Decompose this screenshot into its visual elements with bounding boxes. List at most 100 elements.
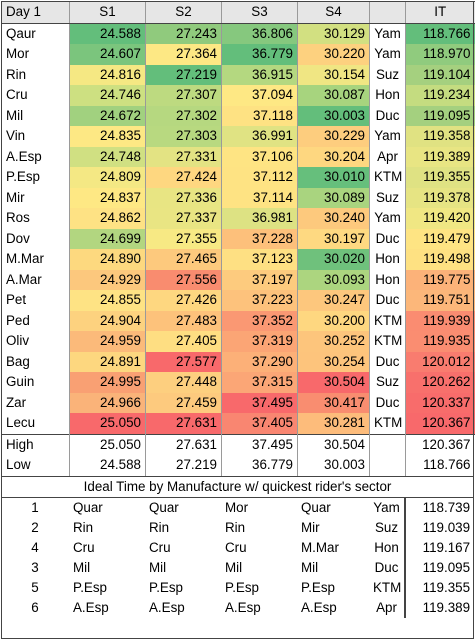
ideal-time-cell[interactable]: 119.939 [405, 310, 475, 331]
ideal-s2-rider[interactable]: A.Esp [149, 600, 185, 615]
ideal-s4-rider[interactable]: P.Esp [301, 580, 335, 595]
sector-s3-cell[interactable]: 37.123 [221, 249, 298, 270]
sector-s1-cell[interactable]: 24.837 [69, 187, 146, 208]
rider-name[interactable]: P.Esp [1, 167, 70, 188]
ideal-it[interactable]: 119.039 [403, 518, 475, 538]
sector-s2-cell[interactable]: 27.307 [145, 85, 222, 106]
rider-name[interactable]: Ped [1, 310, 70, 331]
manufacturer-cell[interactable]: Duc [369, 392, 406, 413]
sector-s2-cell[interactable]: 27.577 [145, 351, 222, 372]
manufacturer-cell[interactable]: Apr [369, 146, 406, 167]
sector-s1-cell[interactable]: 24.890 [69, 249, 146, 270]
sector-s4-cell[interactable]: 30.204 [297, 146, 370, 167]
sector-s1-cell[interactable]: 24.891 [69, 351, 146, 372]
ideal-time-cell[interactable]: 118.970 [405, 44, 475, 65]
sector-s3-cell[interactable]: 36.806 [221, 23, 298, 44]
ideal-s2-rider[interactable]: Rin [149, 520, 170, 535]
sector-s3-cell[interactable]: 37.290 [221, 351, 298, 372]
ideal-time-cell[interactable]: 119.935 [405, 331, 475, 352]
ideal-time-cell[interactable]: 120.337 [405, 392, 475, 413]
ideal-it[interactable]: 119.095 [403, 558, 475, 578]
manufacturer-cell[interactable]: Yam [369, 44, 406, 65]
ideal-manufacturer[interactable]: Suz [374, 520, 399, 535]
sector-s3-cell[interactable]: 37.495 [221, 392, 298, 413]
ideal-s1-rider[interactable]: P.Esp [73, 580, 107, 595]
rider-name[interactable]: Lecu [1, 413, 70, 434]
sector-s4-cell[interactable]: 30.197 [297, 228, 370, 249]
sector-s4-cell[interactable]: 30.220 [297, 44, 370, 65]
manufacturer-cell[interactable]: Suz [369, 187, 406, 208]
sector-s2-cell[interactable]: 27.405 [145, 331, 222, 352]
ideal-s4-rider[interactable]: Quar [301, 500, 331, 515]
summary-s1[interactable]: 25.050 [69, 433, 146, 455]
sector-s3-cell[interactable]: 36.991 [221, 126, 298, 147]
sector-s2-cell[interactable]: 27.631 [145, 413, 222, 434]
ideal-s2-rider[interactable]: Quar [149, 500, 179, 515]
sector-s1-cell[interactable]: 24.699 [69, 228, 146, 249]
sector-s4-cell[interactable]: 30.281 [297, 413, 370, 434]
sector-s1-cell[interactable]: 24.904 [69, 310, 146, 331]
manufacturer-cell[interactable]: Suz [369, 64, 406, 85]
header-s2[interactable]: S2 [145, 1, 222, 24]
sector-s4-cell[interactable]: 30.229 [297, 126, 370, 147]
ideal-time-cell[interactable]: 119.358 [405, 126, 475, 147]
ideal-it[interactable]: 118.739 [403, 497, 475, 518]
summary-mfr-empty[interactable] [369, 433, 406, 455]
rider-name[interactable]: M.Mar [1, 249, 70, 270]
sector-s1-cell[interactable]: 24.929 [69, 269, 146, 290]
sector-s3-cell[interactable]: 37.315 [221, 372, 298, 393]
rider-name[interactable]: Rin [1, 64, 70, 85]
manufacturer-cell[interactable]: Yam [369, 23, 406, 44]
ideal-s1-rider[interactable]: Cru [73, 540, 95, 555]
sector-s3-cell[interactable]: 37.319 [221, 331, 298, 352]
sector-s4-cell[interactable]: 30.003 [297, 105, 370, 126]
ideal-s4-rider[interactable]: A.Esp [301, 600, 337, 615]
sector-s3-cell[interactable]: 37.118 [221, 105, 298, 126]
sector-s2-cell[interactable]: 27.556 [145, 269, 222, 290]
sector-s2-cell[interactable]: 27.303 [145, 126, 222, 147]
ideal-time-cell[interactable]: 119.104 [405, 64, 475, 85]
sector-s3-cell[interactable]: 36.981 [221, 208, 298, 229]
rider-name[interactable]: Mir [1, 187, 70, 208]
sector-s4-cell[interactable]: 30.129 [297, 23, 370, 44]
rider-name[interactable]: Qaur [1, 23, 70, 44]
ideal-s3-rider[interactable]: Mil [225, 560, 243, 575]
header-s3[interactable]: S3 [221, 1, 298, 24]
ideal-time-cell[interactable]: 118.766 [405, 23, 475, 44]
summary-s2[interactable]: 27.219 [145, 455, 222, 476]
sector-s3-cell[interactable]: 37.106 [221, 146, 298, 167]
manufacturer-cell[interactable]: KTM [369, 310, 406, 331]
sector-s3-cell[interactable]: 37.405 [221, 413, 298, 434]
sector-s2-cell[interactable]: 27.426 [145, 290, 222, 311]
summary-it[interactable]: 120.367 [405, 433, 475, 455]
sector-s2-cell[interactable]: 27.336 [145, 187, 222, 208]
ideal-time-cell[interactable]: 119.355 [405, 167, 475, 188]
sector-s1-cell[interactable]: 24.966 [69, 392, 146, 413]
rider-name[interactable]: Guin [1, 372, 70, 393]
rider-name[interactable]: A.Esp [1, 146, 70, 167]
ideal-time-cell[interactable]: 119.420 [405, 208, 475, 229]
sector-s1-cell[interactable]: 24.855 [69, 290, 146, 311]
sector-s4-cell[interactable]: 30.247 [297, 290, 370, 311]
ideal-it[interactable]: 119.167 [403, 538, 475, 558]
sector-s2-cell[interactable]: 27.219 [145, 64, 222, 85]
ideal-s2-rider[interactable]: P.Esp [149, 580, 183, 595]
sector-s3-cell[interactable]: 37.094 [221, 85, 298, 106]
sector-s3-cell[interactable]: 37.352 [221, 310, 298, 331]
ideal-time-cell[interactable]: 119.378 [405, 187, 475, 208]
sector-s2-cell[interactable]: 27.331 [145, 146, 222, 167]
summary-label[interactable]: High [1, 433, 70, 455]
header-s1[interactable]: S1 [69, 1, 146, 24]
sector-s1-cell[interactable]: 24.748 [69, 146, 146, 167]
manufacturer-cell[interactable]: Suz [369, 372, 406, 393]
ideal-time-cell[interactable]: 120.012 [405, 351, 475, 372]
sector-s1-cell[interactable]: 24.835 [69, 126, 146, 147]
summary-mfr-empty[interactable] [369, 455, 406, 476]
ideal-title[interactable]: Ideal Time by Manufacture w/ quickest ri… [1, 476, 475, 498]
manufacturer-cell[interactable]: Hon [369, 85, 406, 106]
summary-s4[interactable]: 30.003 [297, 455, 370, 476]
sector-s2-cell[interactable]: 27.364 [145, 44, 222, 65]
rider-name[interactable]: Zar [1, 392, 70, 413]
sector-s2-cell[interactable]: 27.424 [145, 167, 222, 188]
sector-s3-cell[interactable]: 36.915 [221, 64, 298, 85]
